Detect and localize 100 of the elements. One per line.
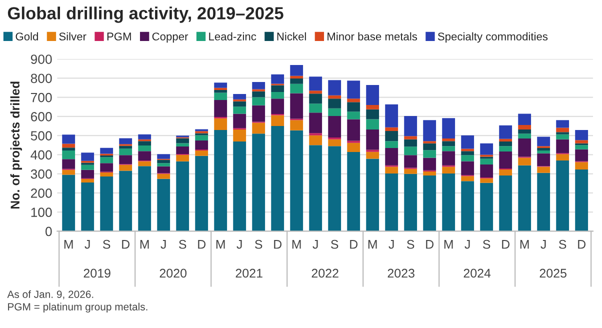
- bar: [347, 152, 360, 232]
- x-tick-label: M: [64, 240, 73, 249]
- bar: [575, 149, 588, 162]
- text: 2023: [388, 268, 414, 278]
- bar: [575, 130, 588, 140]
- bar: [62, 134, 76, 144]
- bar: [423, 172, 436, 176]
- bar: [62, 150, 76, 160]
- bar: [328, 95, 342, 99]
- x-tick-label: S: [558, 240, 566, 249]
- bar: [309, 104, 322, 113]
- bar: [138, 151, 152, 160]
- bar: [366, 119, 380, 130]
- bar: [290, 120, 304, 130]
- text: 2019: [84, 268, 110, 278]
- bar: [252, 122, 266, 134]
- text: 2025: [540, 268, 566, 278]
- bar: [233, 101, 246, 107]
- bar: [537, 172, 550, 232]
- bar: [290, 84, 304, 94]
- bar: [556, 160, 570, 232]
- bar: [499, 146, 512, 152]
- bar: [575, 169, 588, 232]
- bar: [480, 178, 494, 183]
- bar: [81, 164, 94, 170]
- bar: [81, 182, 94, 232]
- bar: [366, 85, 380, 105]
- bar: [518, 165, 532, 232]
- x-tick-label: D: [274, 240, 282, 249]
- bar: [404, 155, 418, 168]
- bar: [347, 112, 360, 120]
- x-tick-label: M: [444, 240, 453, 249]
- legend-label: Silver: [59, 32, 86, 40]
- bar: [328, 116, 342, 138]
- legend-label: Copper: [152, 32, 188, 43]
- legend-label: Specialty commodities: [438, 32, 548, 43]
- bar: [404, 168, 418, 174]
- bar: [271, 92, 284, 99]
- y-tick-label: 0: [46, 226, 52, 236]
- bar: [537, 136, 550, 146]
- bar: [271, 126, 284, 232]
- bar: [518, 114, 532, 126]
- bar: [499, 138, 512, 142]
- text: 2024: [464, 268, 491, 278]
- bar: [442, 138, 456, 142]
- x-tick-label: S: [254, 240, 262, 249]
- bar: [480, 182, 494, 232]
- bar: [157, 163, 170, 166]
- x-tick-label: J: [388, 240, 394, 249]
- legend-label: PGM: [107, 32, 131, 40]
- x-tick-label: M: [216, 240, 225, 249]
- x-tick-label: D: [198, 240, 206, 249]
- bar: [290, 130, 304, 232]
- bar: [195, 150, 208, 156]
- bar: [442, 118, 456, 138]
- bar: [556, 139, 570, 154]
- bar: [518, 158, 532, 166]
- bar: [556, 134, 570, 140]
- bar: [100, 172, 114, 177]
- bar: [233, 94, 246, 100]
- bar: [62, 170, 76, 175]
- bar: [518, 125, 532, 130]
- bar: [385, 173, 398, 232]
- x-tick-label: J: [236, 240, 242, 249]
- bar: [461, 151, 474, 156]
- bar: [62, 144, 76, 148]
- bar: [214, 100, 228, 118]
- bar: [290, 78, 304, 84]
- bar: [119, 170, 132, 232]
- bar: [442, 141, 456, 146]
- bar: [518, 138, 532, 157]
- bar: [328, 139, 342, 146]
- bar: [556, 120, 570, 128]
- bar: [138, 141, 152, 146]
- bar: [366, 152, 380, 159]
- y-tick-label: 100: [31, 208, 52, 218]
- bar: [214, 130, 228, 232]
- bar: [119, 146, 132, 149]
- bar: [138, 134, 152, 140]
- text: As of Jan. 9, 2026.: [7, 290, 94, 300]
- x-tick-label: D: [502, 240, 510, 249]
- bar: [328, 108, 342, 116]
- bar: [62, 174, 76, 232]
- bar: [157, 154, 170, 159]
- bar: [442, 146, 456, 152]
- bar: [271, 74, 284, 84]
- x-tick-label: M: [140, 240, 149, 249]
- bar: [404, 116, 418, 136]
- bar: [404, 146, 418, 156]
- x-tick-label: J: [540, 240, 546, 249]
- bar: [575, 145, 588, 150]
- bar: [62, 148, 76, 150]
- x-tick-label: D: [122, 240, 130, 249]
- bar: [480, 158, 494, 164]
- bar: [537, 166, 550, 173]
- bar: [385, 130, 398, 142]
- bar: [499, 176, 512, 232]
- bar: [347, 102, 360, 112]
- bar: [366, 129, 380, 150]
- x-tick-label: M: [368, 240, 377, 249]
